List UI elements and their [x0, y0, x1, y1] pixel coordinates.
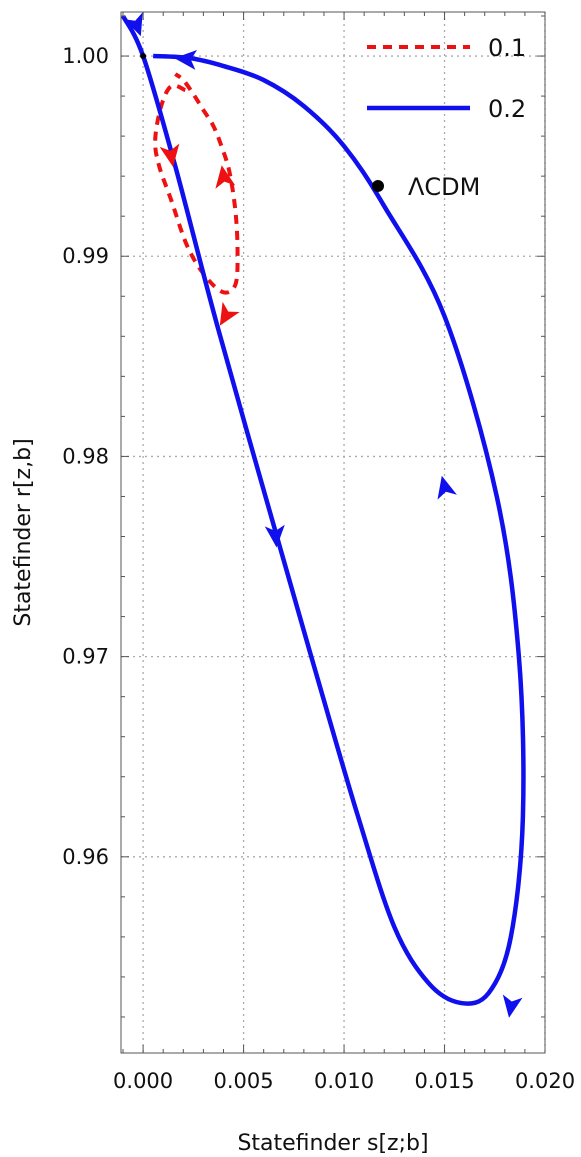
direction-arrow: [502, 994, 523, 1018]
x-tick-label: 0.005: [214, 1069, 274, 1093]
legend-label-0-1: 0.1: [488, 34, 526, 62]
y-tick-label: 0.98: [62, 444, 109, 468]
direction-arrow: [215, 165, 236, 189]
direction-arrow: [437, 475, 457, 500]
y-tick-label: 0.97: [62, 645, 109, 669]
legend: 0.1 0.2 ΛCDM: [367, 34, 526, 201]
grid-lines: [121, 12, 546, 1053]
reference-points: [140, 53, 147, 60]
series-lines: [120, 14, 526, 1006]
y-axis-title: Statefinder r[z,b]: [11, 438, 36, 626]
x-tick-label: 0.015: [414, 1069, 474, 1093]
legend-label-0-2: 0.2: [488, 95, 526, 123]
y-tick-label: 0.99: [62, 244, 109, 268]
x-axis-title: Statefinder s[z;b]: [237, 1131, 428, 1156]
x-tick-label: 0.000: [113, 1069, 173, 1093]
x-tick-label: 0.020: [515, 1069, 575, 1093]
direction-arrow: [219, 301, 240, 326]
direction-arrow: [174, 50, 198, 70]
direction-arrows: [123, 12, 523, 1018]
lcdm-point: [140, 53, 147, 60]
y-tick-label: 1.00: [62, 44, 109, 68]
series-line-0-2: [120, 14, 526, 1006]
series-line-0-1: [153, 72, 240, 295]
axis-ticks: 0.000 0.005 0.010 0.015 0.020 0.96 0.97 0.98 0.9…: [62, 12, 575, 1093]
x-tick-label: 0.010: [314, 1069, 374, 1093]
legend-marker-lcdm: [372, 180, 384, 192]
legend-label-lcdm: ΛCDM: [408, 173, 480, 201]
direction-arrow: [123, 12, 143, 37]
direction-arrow: [159, 143, 180, 167]
direction-arrow: [264, 524, 285, 548]
plot-frame: [120, 11, 546, 1054]
y-tick-label: 0.96: [62, 845, 109, 869]
